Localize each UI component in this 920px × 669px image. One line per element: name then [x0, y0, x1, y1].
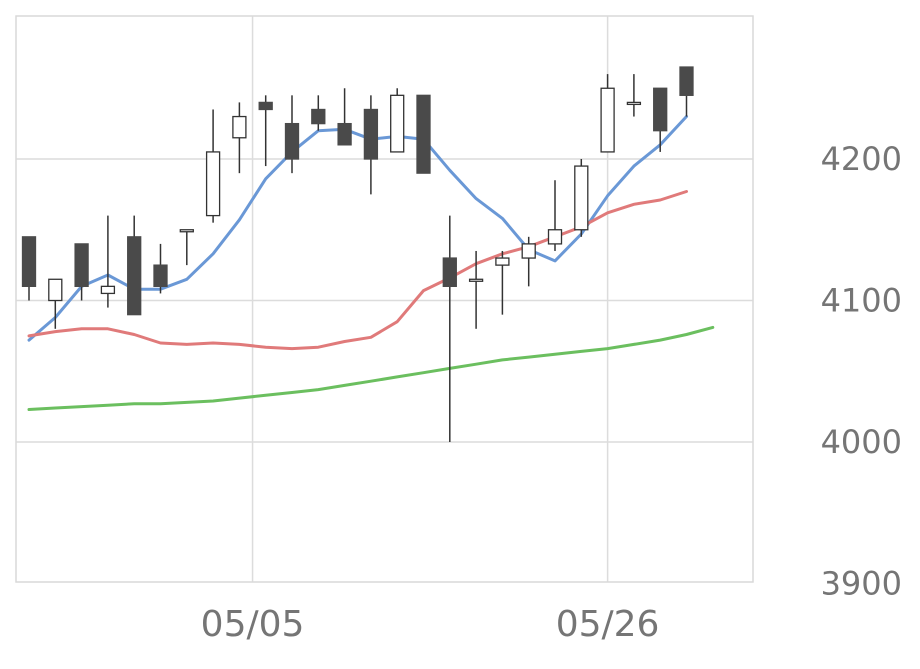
y-axis-tick-labels: 4200 4100 4000 3900	[821, 140, 902, 603]
candle-body-down	[153, 264, 168, 288]
candle-body-down	[21, 236, 37, 287]
candle	[74, 243, 89, 301]
candle-body-down	[416, 94, 431, 174]
candle-body-up	[390, 94, 405, 153]
candle	[468, 250, 484, 329]
candle	[153, 243, 168, 294]
candle	[179, 229, 194, 266]
candle-body-up	[547, 229, 563, 245]
candle-body-up	[521, 243, 536, 259]
x-axis-tick-labels: 05/05 05/26	[201, 604, 660, 645]
x-tick-label: 05/26	[556, 604, 660, 645]
candle	[600, 74, 615, 153]
candle	[284, 95, 300, 174]
series-line-ma-long	[27, 325, 715, 411]
y-tick-label: 4100	[821, 282, 902, 320]
candle	[495, 250, 510, 315]
candle	[363, 95, 379, 195]
candle-body-down	[258, 101, 273, 111]
candle	[258, 95, 273, 167]
candle	[574, 159, 589, 237]
candle	[390, 88, 405, 153]
candle-body-down	[337, 122, 352, 146]
candle	[337, 88, 352, 146]
candle	[521, 236, 536, 287]
candle	[205, 109, 221, 223]
candle-body-down	[127, 236, 142, 316]
grid-lines	[16, 16, 753, 582]
candle-body-down	[311, 108, 326, 125]
candle-body-down	[74, 243, 89, 287]
candle	[626, 74, 642, 117]
y-tick-label: 3900	[821, 565, 902, 603]
candle	[679, 66, 694, 117]
candle	[653, 87, 668, 152]
candle	[100, 215, 116, 308]
candle-body-up	[48, 278, 63, 302]
candle	[232, 102, 247, 174]
candle-body-up	[205, 151, 221, 217]
candle-body-down	[679, 66, 694, 96]
candle-body-down	[284, 122, 300, 160]
plot-frame	[15, 15, 754, 583]
candle	[442, 215, 457, 442]
candle	[547, 180, 563, 251]
candles	[21, 66, 694, 442]
candle	[21, 236, 37, 301]
candle-body-up	[495, 257, 510, 266]
candle-body-up	[600, 87, 615, 153]
candle	[127, 215, 142, 316]
candle-body-up	[468, 278, 484, 282]
candle	[311, 95, 326, 131]
candle-body-up	[232, 115, 247, 139]
candle	[48, 278, 63, 329]
candle-body-down	[653, 87, 668, 132]
candle-body-up	[179, 229, 194, 233]
candle	[416, 94, 431, 174]
candle-body-up	[574, 165, 589, 231]
candle-body-up	[100, 285, 116, 295]
x-tick-label: 05/05	[201, 604, 305, 645]
y-tick-label: 4000	[821, 423, 902, 461]
candle-body-down	[442, 257, 457, 287]
candle-body-up	[626, 101, 642, 106]
y-tick-label: 4200	[821, 140, 902, 178]
candle-body-down	[363, 108, 379, 160]
